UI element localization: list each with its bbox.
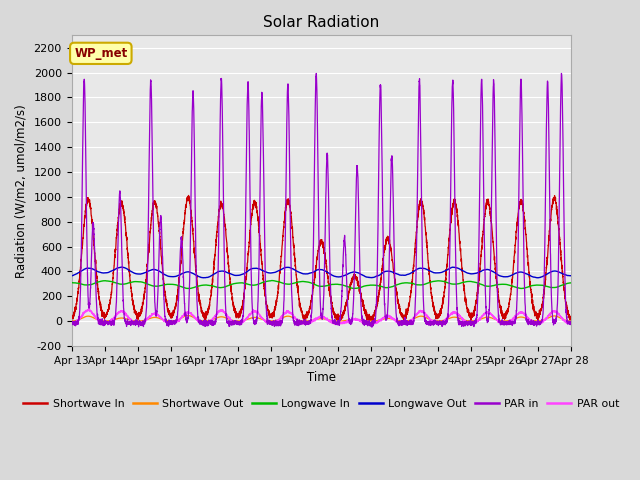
Text: WP_met: WP_met (74, 47, 127, 60)
Title: Solar Radiation: Solar Radiation (263, 15, 380, 30)
Legend: Shortwave In, Shortwave Out, Longwave In, Longwave Out, PAR in, PAR out: Shortwave In, Shortwave Out, Longwave In… (19, 395, 623, 414)
X-axis label: Time: Time (307, 371, 336, 384)
Y-axis label: Radiation (W/m2, umol/m2/s): Radiation (W/m2, umol/m2/s) (15, 104, 28, 277)
